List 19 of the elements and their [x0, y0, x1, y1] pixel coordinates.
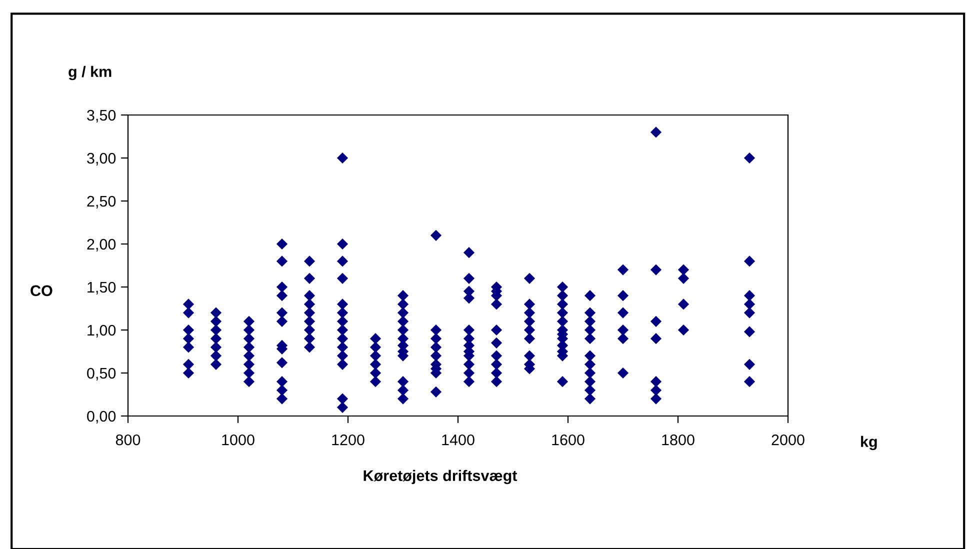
y-tick-label: 0,50 [87, 368, 116, 380]
y-tick-label: 1,00 [88, 324, 116, 338]
x-tick-label: 1600 [552, 434, 584, 446]
y-tick-label: 0,00 [87, 410, 116, 424]
text: kg [861, 436, 877, 450]
x-tick-label: 1800 [662, 434, 694, 446]
x-tick-label: 1400 [442, 434, 474, 446]
y-tick-label: 2,50 [87, 196, 116, 208]
y-tick-label: 2,00 [87, 238, 116, 252]
x-tick-label: 1200 [332, 434, 364, 446]
x-axis-title: Køretøjets driftsvægt [364, 470, 518, 484]
y-axis-title: CO [30, 285, 52, 296]
x-tick-label: 800 [116, 434, 140, 446]
x-tick-label: 1000 [222, 434, 254, 446]
y-tick-label: 3,00 [87, 152, 116, 166]
x-tick-label: 2000 [772, 434, 804, 446]
y-tick-label: 3,50 [87, 110, 116, 122]
y-tick-label: 1,50 [88, 282, 116, 294]
text: g / km [68, 66, 112, 80]
